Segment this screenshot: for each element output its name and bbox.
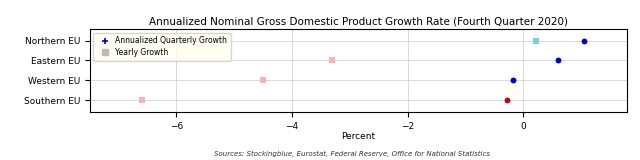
X-axis label: Percent: Percent	[341, 132, 376, 141]
Point	[553, 59, 563, 62]
Point	[508, 79, 518, 82]
Point	[579, 39, 589, 42]
Point	[136, 99, 147, 101]
Text: Sources: Stockingblue, Eurostat, Federal Reserve, Office for National Statistics: Sources: Stockingblue, Eurostat, Federal…	[214, 151, 490, 157]
Point	[327, 59, 337, 62]
Title: Annualized Nominal Gross Domestic Product Growth Rate (Fourth Quarter 2020): Annualized Nominal Gross Domestic Produc…	[149, 17, 568, 27]
Point	[258, 79, 268, 82]
Point	[531, 39, 541, 42]
Legend: Annualized Quarterly Growth, Yearly Growth: Annualized Quarterly Growth, Yearly Grow…	[93, 33, 230, 60]
Point	[502, 99, 512, 101]
